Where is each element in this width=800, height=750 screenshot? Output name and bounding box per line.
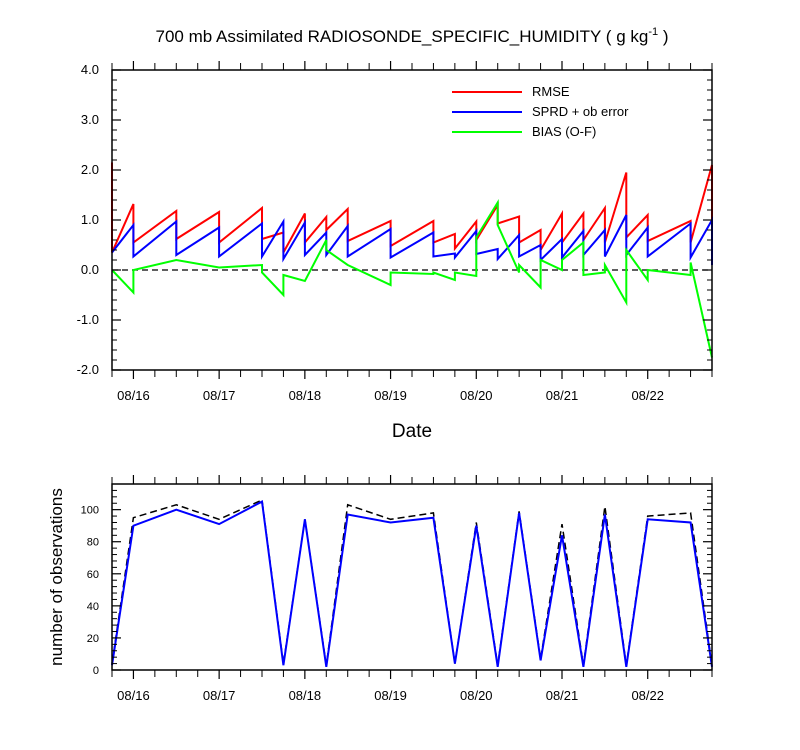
bottom-xtick-label: 08/19 (374, 688, 407, 703)
legend-item-rmse: RMSE (452, 84, 570, 99)
bottom-ytick-label: 20 (87, 633, 99, 645)
chart-title: 700 mb Assimilated RADIOSONDE_SPECIFIC_H… (156, 26, 669, 46)
bottom-xtick-label: 08/20 (460, 688, 493, 703)
top-series-group (111, 162, 713, 358)
bottom-series-group (111, 498, 713, 667)
top-series-sprd-ob-error (111, 214, 713, 265)
bottom-ytick-label: 80 (87, 537, 99, 549)
legend-label-bias: BIAS (O-F) (532, 124, 596, 139)
legend-label-rmse: RMSE (532, 84, 570, 99)
top-series-rmse (111, 162, 713, 265)
legend: RMSE SPRD + ob error BIAS (O-F) (452, 84, 629, 139)
legend-item-sprd: SPRD + ob error (452, 104, 629, 119)
top-xtick-label: 08/18 (289, 388, 322, 403)
bottom-y-tick-labels: 0 20 40 60 80 100 (81, 505, 99, 677)
top-xtick-label: 08/16 (117, 388, 150, 403)
top-ytick-label: -1.0 (77, 312, 99, 327)
top-xtick-label: 08/22 (631, 388, 664, 403)
top-series-bias-o-f (111, 198, 713, 358)
top-plot-area (111, 162, 713, 358)
bottom-tick-marks (111, 475, 713, 679)
top-xtick-label: 08/20 (460, 388, 493, 403)
bottom-x-tick-labels: 08/16 08/17 08/18 08/19 08/20 08/21 08/22 (117, 688, 664, 703)
top-ytick-label: 3.0 (81, 112, 99, 127)
top-panel: -2.0-1.00.01.02.03.04.0 08/16 08/17 08/18 0… (77, 61, 713, 442)
top-y-tick-labels: -2.0 -1.0 0.0 1.0 2.0 3.0 4.0 (77, 62, 99, 377)
bottom-xtick-label: 08/22 (631, 688, 664, 703)
top-ytick-label: 2.0 (81, 162, 99, 177)
bottom-ytick-label: 60 (87, 569, 99, 581)
legend-label-sprd: SPRD + ob error (532, 104, 629, 119)
bottom-ytick-label: 100 (81, 505, 99, 517)
top-ytick-label: -2.0 (77, 362, 99, 377)
bottom-xtick-label: 08/17 (203, 688, 236, 703)
top-xtick-label: 08/19 (374, 388, 407, 403)
bottom-ytick-label: 40 (87, 601, 99, 613)
bottom-xtick-label: 08/18 (289, 688, 322, 703)
bottom-y-axis-label: number of observations (47, 488, 66, 666)
top-tick-marks (111, 61, 713, 379)
top-x-tick-labels: 08/16 08/17 08/18 08/19 08/20 08/21 08/22 (117, 388, 664, 403)
top-x-axis-label: Date (392, 421, 432, 442)
top-ytick-label: 0.0 (81, 262, 99, 277)
top-xtick-label: 08/17 (203, 388, 236, 403)
bottom-xtick-label: 08/16 (117, 688, 150, 703)
top-xtick-label: 08/21 (546, 388, 579, 403)
top-ytick-label: 4.0 (81, 62, 99, 77)
bottom-xtick-label: 08/21 (546, 688, 579, 703)
bottom-ytick-label: 0 (93, 665, 99, 677)
top-ytick-label: 1.0 (81, 212, 99, 227)
bottom-series-assimilated (111, 500, 713, 667)
legend-item-bias: BIAS (O-F) (452, 124, 596, 139)
